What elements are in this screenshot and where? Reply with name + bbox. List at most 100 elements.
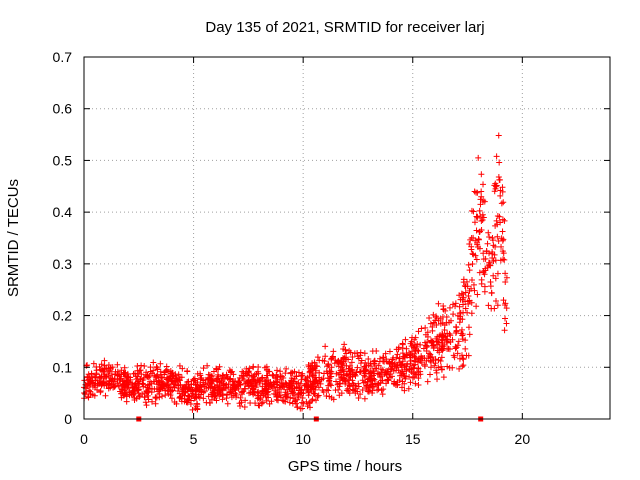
data-point	[328, 394, 335, 401]
data-point	[459, 330, 466, 337]
data-point	[239, 375, 246, 382]
data-point	[169, 369, 176, 376]
data-point	[440, 306, 447, 313]
data-point	[288, 378, 295, 385]
data-point	[220, 380, 227, 387]
data-point	[494, 270, 501, 277]
data-point	[322, 343, 329, 350]
data-point	[411, 336, 418, 343]
data-point	[492, 297, 499, 304]
data-point	[182, 388, 189, 395]
data-point	[203, 399, 210, 406]
data-point	[152, 374, 159, 381]
data-point	[342, 346, 349, 353]
data-point	[322, 353, 329, 360]
data-point	[441, 327, 448, 334]
data-point	[269, 371, 276, 378]
data-point	[349, 386, 356, 393]
data-point	[93, 367, 100, 374]
data-point	[333, 378, 340, 385]
data-point	[208, 377, 215, 384]
data-point	[126, 379, 133, 386]
data-point	[456, 355, 463, 362]
data-point	[333, 370, 340, 377]
data-point	[299, 395, 306, 402]
data-point	[359, 386, 366, 393]
data-point	[278, 379, 285, 386]
y-tick-label: 0.2	[53, 308, 73, 324]
data-point	[420, 345, 427, 352]
data-point	[85, 394, 92, 401]
data-point	[293, 384, 300, 391]
data-point	[493, 153, 500, 160]
data-point	[341, 341, 348, 348]
data-point	[338, 390, 345, 397]
data-point	[447, 339, 454, 346]
data-point	[94, 386, 101, 393]
data-point	[479, 211, 486, 218]
data-point	[237, 382, 244, 389]
data-point	[350, 387, 357, 394]
data-point	[450, 311, 457, 318]
data-point	[458, 326, 465, 333]
data-point	[325, 362, 332, 369]
data-point	[315, 384, 322, 391]
data-point	[213, 397, 220, 404]
data-point	[118, 394, 125, 401]
data-point	[427, 320, 434, 327]
data-point	[472, 237, 479, 244]
data-point	[477, 196, 484, 203]
data-point	[456, 365, 463, 372]
data-point	[102, 392, 109, 399]
data-point	[365, 370, 372, 377]
data-point	[433, 369, 440, 376]
data-point	[435, 357, 442, 364]
data-point	[439, 319, 446, 326]
data-point	[454, 312, 461, 319]
data-point	[460, 362, 467, 369]
data-point	[473, 189, 480, 196]
data-point	[174, 387, 181, 394]
data-point	[114, 361, 121, 368]
data-point	[497, 192, 504, 199]
data-point	[155, 381, 162, 388]
data-point	[368, 363, 375, 370]
data-point	[133, 386, 140, 393]
data-point	[291, 392, 298, 399]
data-point	[130, 370, 137, 377]
data-point	[476, 228, 483, 235]
data-point	[459, 296, 466, 303]
data-point	[470, 208, 477, 215]
data-point	[372, 380, 379, 387]
data-point	[104, 369, 111, 376]
data-point	[415, 365, 422, 372]
data-point	[122, 380, 129, 387]
data-point	[286, 399, 293, 406]
data-point	[415, 348, 422, 355]
data-point	[219, 375, 226, 382]
data-point	[200, 365, 207, 372]
y-tick-label: 0.1	[53, 359, 73, 375]
data-points	[81, 132, 510, 413]
data-point	[492, 185, 499, 192]
data-point	[481, 283, 488, 290]
data-point	[431, 362, 438, 369]
data-point	[497, 257, 504, 264]
data-point	[185, 396, 192, 403]
data-point	[439, 314, 446, 321]
data-point	[429, 353, 436, 360]
data-point	[338, 374, 345, 381]
data-point	[414, 359, 421, 366]
y-tick-label: 0	[64, 411, 72, 427]
data-point	[375, 362, 382, 369]
data-point	[138, 371, 145, 378]
data-point	[158, 384, 165, 391]
data-point	[170, 372, 177, 379]
data-point	[468, 310, 475, 317]
data-point	[280, 398, 287, 405]
data-point	[150, 359, 157, 366]
data-point	[466, 267, 473, 274]
data-point	[412, 380, 419, 387]
data-point	[306, 368, 313, 375]
data-point	[163, 363, 170, 370]
